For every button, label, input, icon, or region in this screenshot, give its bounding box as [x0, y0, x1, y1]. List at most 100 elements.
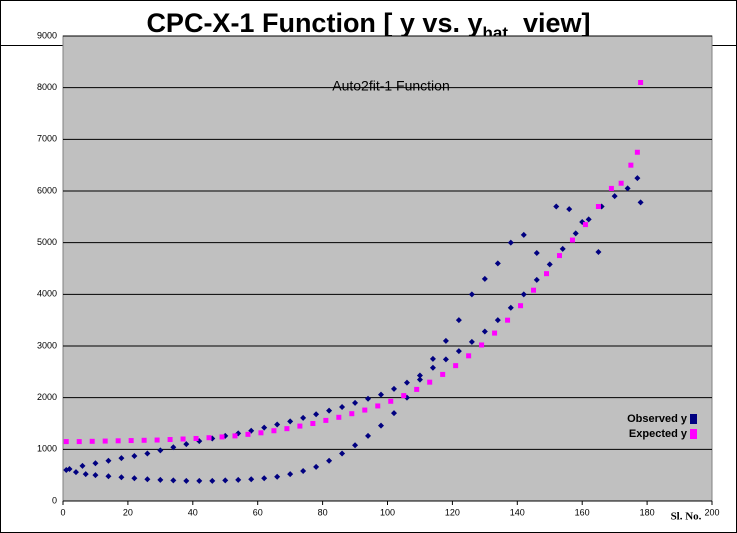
- expected-point: [297, 423, 303, 429]
- expected-point: [102, 438, 108, 444]
- observed-point: [429, 364, 436, 371]
- expected-point: [556, 253, 562, 259]
- expected-point: [544, 271, 550, 277]
- observed-point: [79, 462, 86, 469]
- expected-point: [453, 363, 459, 369]
- observed-point: [326, 407, 333, 414]
- y-tick-label: 9000: [37, 30, 57, 40]
- expected-point: [388, 398, 394, 404]
- observed-point: [326, 457, 333, 464]
- observed-point: [390, 410, 397, 417]
- expected-point: [634, 149, 640, 155]
- observed-point: [196, 477, 203, 484]
- observed-point: [313, 463, 320, 470]
- title-bar: CPC-X-1 Function [ y vs. yhat view]: [1, 1, 736, 46]
- expected-point: [206, 435, 212, 441]
- y-tick-label: 0: [52, 495, 57, 505]
- legend-label: Expected y: [629, 428, 688, 440]
- observed-point: [352, 399, 359, 406]
- observed-point: [183, 441, 190, 448]
- observed-point: [170, 444, 177, 451]
- observed-point: [494, 317, 501, 324]
- observed-point: [248, 476, 255, 483]
- expected-point: [505, 317, 511, 323]
- observed-point: [105, 457, 112, 464]
- observed-point: [416, 376, 423, 383]
- y-tick-label: 1000: [37, 444, 57, 454]
- observed-point: [261, 424, 268, 431]
- observed-point: [274, 421, 281, 428]
- observed-point: [118, 474, 125, 481]
- observed-point: [553, 203, 560, 210]
- expected-point: [271, 428, 277, 434]
- observed-point: [170, 477, 177, 484]
- observed-point: [365, 395, 372, 402]
- expected-point: [336, 414, 342, 420]
- expected-point: [595, 204, 601, 209]
- x-tick-label: 80: [318, 507, 328, 517]
- expected-point: [219, 434, 225, 440]
- expected-point: [638, 80, 644, 85]
- x-tick-label: 100: [380, 507, 395, 517]
- expected-point: [479, 342, 485, 348]
- observed-point: [416, 372, 423, 379]
- expected-point: [618, 180, 624, 186]
- x-tick-label: 160: [575, 507, 590, 517]
- expected-point: [193, 435, 199, 441]
- expected-point: [284, 426, 290, 432]
- legend-label: Observed y: [627, 413, 688, 425]
- legend-swatch: [690, 429, 697, 439]
- expected-point: [154, 437, 160, 443]
- expected-point: [245, 431, 251, 437]
- expected-point: [128, 438, 134, 444]
- expected-point: [323, 417, 329, 423]
- observed-point: [481, 275, 488, 282]
- observed-point: [566, 206, 573, 213]
- expected-point: [440, 371, 446, 377]
- observed-point: [365, 432, 372, 439]
- observed-point: [274, 473, 281, 480]
- x-tick-label: 120: [445, 507, 460, 517]
- expected-point: [141, 437, 147, 443]
- y-tick-label: 2000: [37, 392, 57, 402]
- observed-point: [442, 337, 449, 344]
- observed-point: [455, 348, 462, 355]
- observed-point: [507, 239, 514, 246]
- observed-point: [82, 471, 89, 478]
- observed-point: [572, 230, 579, 237]
- observed-point: [611, 193, 618, 200]
- observed-point: [157, 447, 164, 454]
- observed-point: [66, 465, 73, 472]
- observed-point: [429, 355, 436, 362]
- observed-point: [403, 379, 410, 386]
- expected-point: [375, 403, 381, 409]
- observed-point: [559, 245, 566, 252]
- x-tick-label: 40: [188, 507, 198, 517]
- observed-point: [634, 175, 641, 182]
- expected-point: [401, 393, 407, 399]
- y-tick-label: 3000: [37, 340, 57, 350]
- expected-point: [628, 162, 634, 168]
- expected-point: [167, 437, 173, 443]
- observed-point: [468, 338, 475, 345]
- observed-point: [144, 450, 151, 457]
- observed-point: [533, 276, 540, 283]
- observed-point: [339, 403, 346, 410]
- observed-point: [261, 475, 268, 482]
- observed-point: [455, 317, 462, 324]
- observed-point: [352, 442, 359, 449]
- expected-point: [518, 303, 524, 309]
- expected-point: [115, 438, 121, 444]
- expected-point: [466, 353, 472, 359]
- expected-point: [180, 436, 186, 442]
- expected-point: [258, 430, 264, 436]
- observed-point: [157, 476, 164, 483]
- y-tick-label: 7000: [37, 134, 57, 144]
- observed-point: [287, 471, 294, 478]
- observed-point: [235, 476, 242, 483]
- observed-point: [300, 414, 307, 421]
- observed-point: [494, 260, 501, 267]
- observed-point: [637, 199, 644, 206]
- expected-point: [362, 407, 368, 413]
